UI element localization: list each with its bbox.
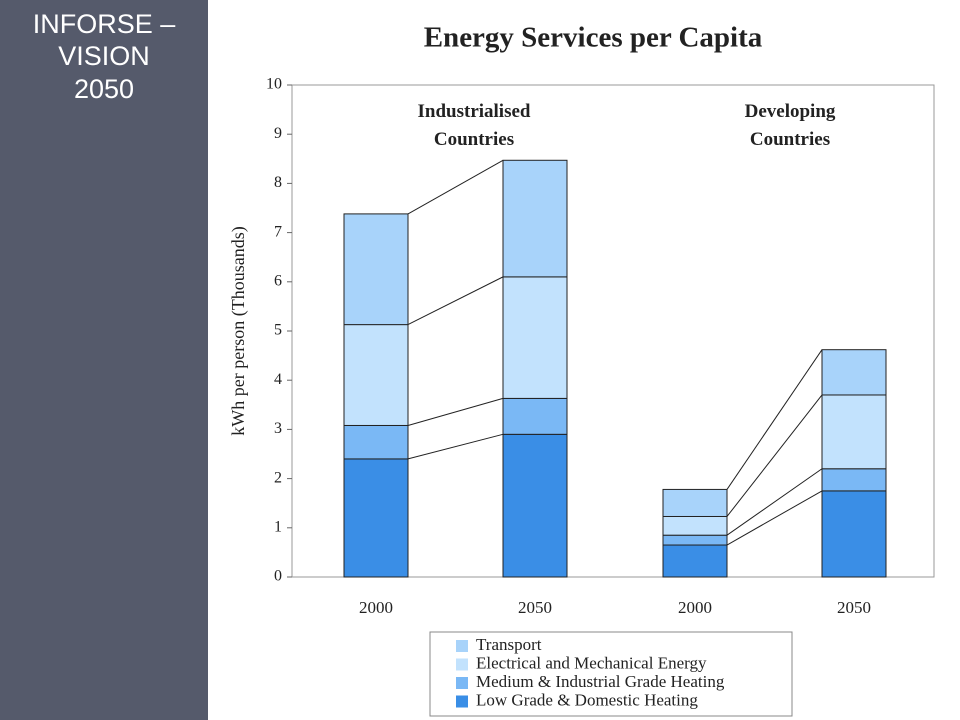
connector	[407, 276, 504, 326]
legend-swatch	[456, 658, 468, 671]
y-tick-label: 9	[274, 125, 282, 142]
group-label-line: Industrialised	[417, 101, 531, 122]
bar-segment	[343, 458, 409, 578]
legend-swatch	[456, 677, 468, 689]
y-tick-label: 2	[274, 469, 282, 486]
sidebar-title: INFORSE – VISION 2050	[0, 8, 208, 105]
bar-segment	[662, 534, 728, 546]
y-tick-label: 6	[274, 272, 282, 289]
group-label-line: Developing	[744, 101, 836, 122]
y-tick-label: 0	[274, 568, 282, 585]
y-tick-label: 7	[274, 223, 282, 240]
y-tick-label: 5	[274, 322, 282, 339]
sidebar	[0, 0, 208, 720]
y-tick-label: 10	[266, 76, 282, 93]
bar-segment	[502, 433, 568, 578]
legend-label: Low Grade & Domestic Heating	[476, 690, 698, 709]
bar-segment	[821, 349, 887, 396]
legend-swatch	[456, 640, 468, 652]
bar-segment	[343, 213, 409, 326]
connector	[726, 468, 823, 536]
bar-segment	[662, 515, 728, 536]
bar-segment	[662, 544, 728, 578]
connector	[407, 159, 504, 215]
legend-label: Medium & Industrial Grade Heating	[476, 672, 725, 691]
sidebar-title-line: 2050	[73, 73, 135, 104]
group-label-line: Countries	[749, 128, 831, 150]
bar-segment	[821, 394, 887, 470]
x-tick-label: 2000	[359, 598, 393, 617]
chart-title: Energy Services per Capita	[424, 22, 763, 54]
y-tick-label: 8	[274, 174, 282, 191]
x-tick-label: 2000	[678, 598, 712, 617]
x-tick-label: 2050	[837, 598, 871, 617]
bar-segment	[821, 490, 887, 578]
legend-swatch	[456, 695, 468, 708]
connector	[726, 349, 823, 490]
bar-segment	[502, 159, 568, 278]
bar-segment	[502, 276, 568, 399]
y-tick-label: 3	[274, 420, 282, 437]
connector	[726, 394, 823, 517]
connector	[726, 490, 823, 546]
connector	[407, 433, 504, 460]
sidebar-title-line: INFORSE –	[32, 9, 176, 39]
legend-label: Electrical and Mechanical Energy	[476, 653, 707, 672]
sidebar-title-line: VISION	[58, 41, 150, 72]
bar-segment	[502, 397, 568, 435]
group-label-line: Countries	[433, 128, 515, 150]
bar-segment	[821, 468, 887, 492]
connector	[407, 397, 504, 426]
y-axis-label: kWh per person (Thousands)	[228, 226, 249, 435]
x-tick-label: 2050	[518, 598, 552, 617]
bar-segment	[662, 488, 728, 517]
y-tick-label: 4	[274, 371, 282, 388]
legend-label: Transport	[476, 635, 542, 654]
bar-segment	[343, 324, 409, 426]
group-label: Industrialised Countries	[374, 98, 574, 153]
group-label: Developing Countries	[690, 98, 890, 153]
y-tick-label: 1	[274, 518, 282, 535]
bar-segment	[343, 424, 409, 460]
legend-box	[429, 631, 793, 717]
